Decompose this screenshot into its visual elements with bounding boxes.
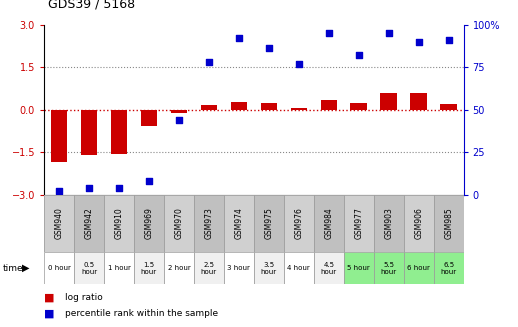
- Point: [175, 117, 183, 122]
- Text: GSM942: GSM942: [84, 207, 93, 239]
- Bar: [81, 110, 97, 155]
- Text: 1.5
hour: 1.5 hour: [141, 262, 157, 275]
- Text: 3.5
hour: 3.5 hour: [261, 262, 277, 275]
- Bar: [104, 252, 134, 284]
- Point: [115, 185, 123, 190]
- Point: [414, 39, 423, 44]
- Text: GSM974: GSM974: [234, 207, 243, 239]
- Bar: [254, 195, 284, 252]
- Bar: [440, 104, 457, 110]
- Point: [444, 37, 453, 43]
- Bar: [380, 94, 397, 110]
- Bar: [44, 252, 74, 284]
- Point: [325, 30, 333, 36]
- Text: GSM985: GSM985: [444, 207, 453, 239]
- Bar: [351, 103, 367, 110]
- Bar: [44, 195, 74, 252]
- Text: ▶: ▶: [22, 263, 30, 273]
- Text: GSM975: GSM975: [264, 207, 274, 239]
- Text: 1 hour: 1 hour: [108, 265, 131, 271]
- Bar: [111, 110, 127, 154]
- Bar: [344, 252, 373, 284]
- Bar: [410, 93, 427, 110]
- Bar: [224, 195, 254, 252]
- Bar: [194, 195, 224, 252]
- Bar: [373, 195, 404, 252]
- Point: [145, 178, 153, 183]
- Text: 5 hour: 5 hour: [348, 265, 370, 271]
- Text: percentile rank within the sample: percentile rank within the sample: [65, 309, 218, 318]
- Bar: [434, 195, 464, 252]
- Text: 0 hour: 0 hour: [48, 265, 70, 271]
- Point: [85, 185, 93, 190]
- Text: 5.5
hour: 5.5 hour: [381, 262, 397, 275]
- Point: [384, 30, 393, 36]
- Bar: [104, 195, 134, 252]
- Text: GSM984: GSM984: [324, 207, 333, 239]
- Bar: [231, 102, 247, 110]
- Text: time: time: [3, 264, 23, 273]
- Bar: [254, 252, 284, 284]
- Text: 6 hour: 6 hour: [407, 265, 430, 271]
- Text: GSM970: GSM970: [175, 207, 183, 239]
- Bar: [74, 195, 104, 252]
- Text: 4 hour: 4 hour: [287, 265, 310, 271]
- Bar: [134, 252, 164, 284]
- Bar: [291, 108, 307, 110]
- Bar: [284, 252, 314, 284]
- Text: GDS39 / 5168: GDS39 / 5168: [48, 0, 135, 11]
- Bar: [200, 105, 217, 110]
- Text: ■: ■: [44, 309, 54, 319]
- Text: GSM906: GSM906: [414, 207, 423, 239]
- Bar: [284, 195, 314, 252]
- Point: [295, 61, 303, 66]
- Text: 0.5
hour: 0.5 hour: [81, 262, 97, 275]
- Point: [265, 46, 273, 51]
- Bar: [261, 103, 277, 110]
- Text: GSM903: GSM903: [384, 207, 393, 239]
- Text: 3 hour: 3 hour: [227, 265, 250, 271]
- Text: ■: ■: [44, 293, 54, 302]
- Bar: [224, 252, 254, 284]
- Bar: [434, 252, 464, 284]
- Text: GSM973: GSM973: [205, 207, 213, 239]
- Bar: [404, 195, 434, 252]
- Bar: [194, 252, 224, 284]
- Bar: [314, 252, 344, 284]
- Bar: [314, 195, 344, 252]
- Bar: [164, 252, 194, 284]
- Bar: [141, 110, 157, 126]
- Text: GSM976: GSM976: [294, 207, 303, 239]
- Text: GSM910: GSM910: [114, 207, 123, 239]
- Text: log ratio: log ratio: [65, 293, 103, 302]
- Bar: [170, 110, 187, 113]
- Bar: [164, 195, 194, 252]
- Bar: [134, 195, 164, 252]
- Bar: [321, 100, 337, 110]
- Bar: [404, 252, 434, 284]
- Text: 2.5
hour: 2.5 hour: [201, 262, 217, 275]
- Text: GSM969: GSM969: [145, 207, 153, 239]
- Text: 2 hour: 2 hour: [167, 265, 190, 271]
- Point: [235, 36, 243, 41]
- Point: [55, 189, 63, 194]
- Text: 4.5
hour: 4.5 hour: [321, 262, 337, 275]
- Bar: [74, 252, 104, 284]
- Bar: [51, 110, 67, 162]
- Text: GSM977: GSM977: [354, 207, 363, 239]
- Bar: [344, 195, 373, 252]
- Text: GSM940: GSM940: [54, 207, 64, 239]
- Point: [205, 59, 213, 64]
- Point: [355, 53, 363, 58]
- Bar: [373, 252, 404, 284]
- Text: 6.5
hour: 6.5 hour: [441, 262, 457, 275]
